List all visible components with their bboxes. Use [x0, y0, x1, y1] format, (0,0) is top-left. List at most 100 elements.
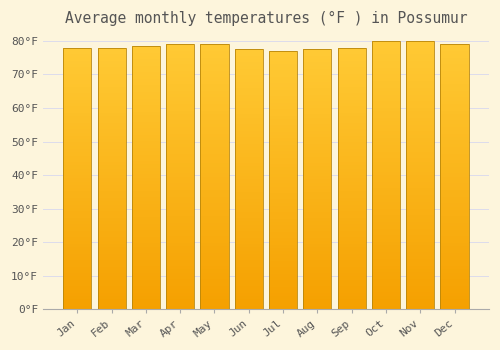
Bar: [304, 277, 332, 280]
Bar: [338, 182, 365, 185]
Bar: [132, 105, 160, 108]
Bar: [63, 201, 92, 204]
Bar: [132, 155, 160, 158]
Bar: [132, 289, 160, 293]
Bar: [406, 125, 434, 128]
Bar: [166, 44, 194, 309]
Bar: [269, 274, 297, 277]
Bar: [269, 280, 297, 284]
Bar: [200, 71, 228, 74]
Bar: [269, 61, 297, 64]
Bar: [234, 238, 263, 241]
Bar: [132, 112, 160, 115]
Bar: [440, 140, 468, 143]
Bar: [132, 250, 160, 253]
Bar: [63, 250, 92, 254]
Bar: [132, 204, 160, 207]
Bar: [406, 282, 434, 286]
Bar: [234, 101, 263, 105]
Bar: [406, 242, 434, 245]
Bar: [440, 183, 468, 187]
Bar: [200, 51, 228, 54]
Bar: [372, 245, 400, 249]
Bar: [304, 49, 332, 309]
Bar: [304, 163, 332, 166]
Bar: [234, 179, 263, 182]
Bar: [166, 160, 194, 163]
Bar: [372, 94, 400, 98]
Bar: [200, 302, 228, 306]
Bar: [234, 82, 263, 85]
Bar: [338, 162, 365, 165]
Bar: [166, 250, 194, 253]
Bar: [304, 218, 332, 222]
Bar: [372, 41, 400, 309]
Bar: [200, 266, 228, 270]
Bar: [304, 182, 332, 186]
Bar: [406, 236, 434, 239]
Bar: [269, 261, 297, 264]
Bar: [166, 253, 194, 256]
Bar: [166, 163, 194, 167]
Bar: [63, 87, 92, 90]
Bar: [132, 46, 160, 309]
Bar: [166, 167, 194, 170]
Bar: [132, 237, 160, 240]
Bar: [63, 110, 92, 113]
Bar: [98, 130, 126, 133]
Bar: [234, 137, 263, 140]
Bar: [166, 124, 194, 127]
Bar: [166, 174, 194, 177]
Bar: [132, 243, 160, 247]
Bar: [338, 195, 365, 198]
Bar: [440, 150, 468, 154]
Bar: [98, 159, 126, 162]
Bar: [304, 257, 332, 260]
Bar: [372, 209, 400, 212]
Bar: [200, 293, 228, 296]
Bar: [132, 280, 160, 283]
Bar: [234, 72, 263, 75]
Bar: [200, 193, 228, 197]
Bar: [132, 145, 160, 148]
Bar: [200, 84, 228, 88]
Bar: [338, 218, 365, 221]
Bar: [132, 263, 160, 266]
Bar: [269, 267, 297, 271]
Bar: [372, 289, 400, 292]
Bar: [406, 128, 434, 132]
Bar: [63, 80, 92, 84]
Bar: [406, 249, 434, 252]
Bar: [166, 193, 194, 197]
Bar: [406, 115, 434, 118]
Bar: [166, 259, 194, 263]
Bar: [132, 132, 160, 135]
Bar: [200, 154, 228, 157]
Bar: [234, 267, 263, 270]
Bar: [304, 127, 332, 131]
Bar: [372, 152, 400, 155]
Bar: [200, 44, 228, 48]
Bar: [338, 48, 365, 51]
Bar: [372, 172, 400, 175]
Bar: [338, 48, 365, 309]
Bar: [234, 286, 263, 290]
Bar: [234, 160, 263, 163]
Bar: [63, 48, 92, 51]
Bar: [166, 84, 194, 88]
Bar: [406, 198, 434, 202]
Bar: [372, 135, 400, 138]
Bar: [200, 220, 228, 223]
Bar: [234, 65, 263, 69]
Bar: [98, 224, 126, 228]
Bar: [166, 107, 194, 111]
Bar: [269, 235, 297, 238]
Bar: [200, 114, 228, 117]
Bar: [132, 151, 160, 155]
Bar: [372, 256, 400, 259]
Bar: [372, 75, 400, 78]
Bar: [269, 180, 297, 183]
Bar: [166, 289, 194, 293]
Bar: [372, 158, 400, 162]
Bar: [304, 303, 332, 306]
